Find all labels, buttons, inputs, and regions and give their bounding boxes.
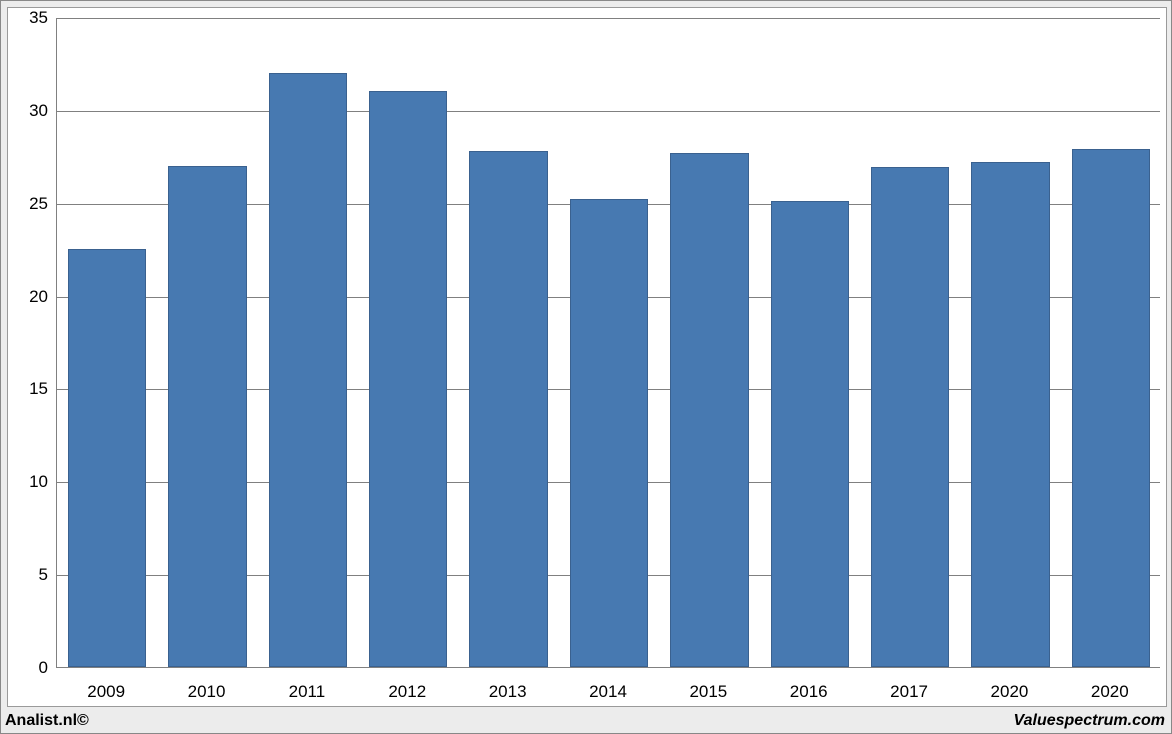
bar — [1072, 149, 1150, 667]
bar — [570, 199, 648, 667]
bar — [971, 162, 1049, 667]
bar — [168, 166, 246, 667]
bar — [871, 167, 949, 667]
chart-panel: 0 5 10 15 20 25 30 35 2009 2010 2011 2012 2013 2014 2… — [7, 7, 1167, 707]
footer-right: Valuespectrum.com — [1014, 712, 1165, 730]
x-tick-label: 2020 — [1091, 682, 1129, 702]
y-tick-label: 30 — [8, 101, 48, 121]
x-tick-label: 2010 — [188, 682, 226, 702]
x-tick-label: 2009 — [87, 682, 125, 702]
y-tick-label: 25 — [8, 194, 48, 214]
y-tick-label: 5 — [8, 565, 48, 585]
y-tick-label: 20 — [8, 287, 48, 307]
x-tick-label: 2016 — [790, 682, 828, 702]
x-tick-label: 2017 — [890, 682, 928, 702]
x-tick-label: 2011 — [289, 682, 326, 702]
chart-outer-frame: 0 5 10 15 20 25 30 35 2009 2010 2011 2012 2013 2014 2… — [0, 0, 1172, 734]
y-tick-label: 10 — [8, 472, 48, 492]
gridline — [57, 18, 1160, 19]
y-tick-label: 35 — [8, 8, 48, 28]
bar — [369, 91, 447, 667]
x-tick-label: 2014 — [589, 682, 627, 702]
y-tick-label: 15 — [8, 379, 48, 399]
plot-area — [56, 18, 1160, 668]
y-tick-label: 0 — [8, 658, 48, 678]
gridline — [57, 111, 1160, 112]
x-tick-label: 2020 — [991, 682, 1029, 702]
x-tick-label: 2015 — [689, 682, 727, 702]
bar — [68, 249, 146, 667]
bar — [670, 153, 748, 667]
bar — [269, 73, 347, 667]
bar — [771, 201, 849, 667]
x-tick-label: 2012 — [388, 682, 426, 702]
footer-left: Analist.nl© — [5, 712, 89, 730]
bar — [469, 151, 547, 667]
x-tick-label: 2013 — [489, 682, 527, 702]
